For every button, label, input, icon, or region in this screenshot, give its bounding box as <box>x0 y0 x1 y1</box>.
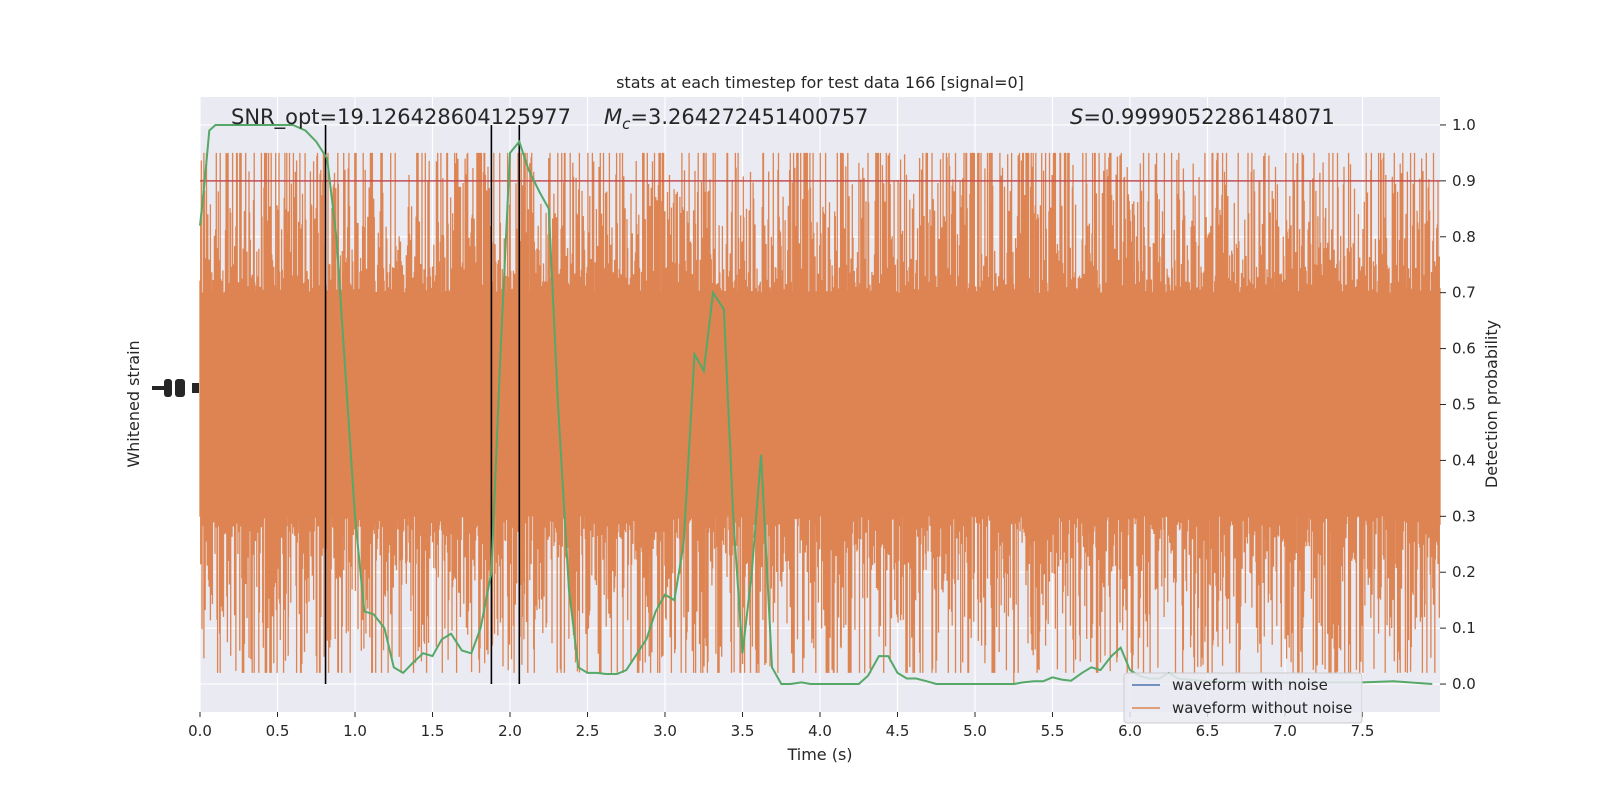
snr-annotation: SNR_opt=19.126428604125977 <box>231 105 571 130</box>
x-tick-label: 3.5 <box>731 722 755 740</box>
y-tick-label: 0.3 <box>1452 507 1476 525</box>
y-tick-label: 0.2 <box>1452 563 1476 581</box>
left-axis-tick-marks <box>152 379 199 397</box>
x-axis-label: Time (s) <box>786 745 852 764</box>
detection-probability-line <box>199 124 1433 685</box>
legend-label-with-noise: waveform with noise <box>1172 676 1328 694</box>
mc-value: =3.264272451400757 <box>630 105 868 129</box>
chart-title: stats at each timestep for test data 166… <box>616 73 1024 92</box>
x-tick-label: 0.5 <box>266 722 290 740</box>
x-tick-label: 0.0 <box>188 722 212 740</box>
x-tick-label: 7.0 <box>1273 722 1297 740</box>
x-tick-label: 5.5 <box>1041 722 1065 740</box>
mc-subscript: c <box>622 115 631 133</box>
x-tick-label: 4.0 <box>808 722 832 740</box>
x-axis-ticks: 0.0 0.5 1.0 1.5 2.0 2.5 3.0 3.5 4.0 4.5 5.0 5.5 6.0 6… <box>188 712 1374 740</box>
legend-box <box>1123 672 1363 724</box>
y-tick-label: 0.1 <box>1452 619 1476 637</box>
x-tick-label: 6.0 <box>1118 722 1142 740</box>
strain-spikes <box>199 152 1441 684</box>
y-tick-label: 0.5 <box>1452 396 1476 414</box>
right-axis-ticks: 0.0 0.1 0.2 0.3 0.4 0.5 0.6 0.7 0.8 0.9 1.0 <box>1440 116 1476 693</box>
vertical-markers <box>324 124 521 685</box>
y-tick-label: 0.6 <box>1452 340 1476 358</box>
left-axis-label: Whitened strain <box>124 340 143 467</box>
left-tick-blob <box>192 383 199 393</box>
x-tick-label: 1.0 <box>343 722 367 740</box>
y-tick-label: 0.8 <box>1452 228 1476 246</box>
s-annotation: S=0.9999052286148071 <box>1070 105 1335 129</box>
legend: waveform with noise waveform without noi… <box>1123 672 1363 724</box>
right-axis-label: Detection probability <box>1482 320 1501 488</box>
s-symbol: S <box>1070 105 1083 129</box>
y-tick-label: 0.0 <box>1452 675 1476 693</box>
x-tick-label: 5.0 <box>963 722 987 740</box>
x-tick-label: 7.5 <box>1351 722 1375 740</box>
waveform-without-noise-series <box>199 152 1441 684</box>
mc-symbol: M <box>604 105 622 129</box>
y-tick-label: 0.9 <box>1452 172 1476 190</box>
left-tick-blob <box>164 379 172 397</box>
x-tick-label: 2.5 <box>576 722 600 740</box>
x-tick-label: 4.5 <box>886 722 910 740</box>
x-tick-label: 6.5 <box>1196 722 1220 740</box>
y-tick-label: 1.0 <box>1452 116 1476 134</box>
left-tick-blob <box>175 379 185 397</box>
x-tick-label: 2.0 <box>498 722 522 740</box>
legend-label-without-noise: waveform without noise <box>1172 699 1352 717</box>
s-value: =0.9999052286148071 <box>1083 105 1334 129</box>
y-tick-label: 0.7 <box>1452 284 1476 302</box>
detection-probability-series <box>199 124 1433 685</box>
x-tick-label: 3.0 <box>653 722 677 740</box>
chirp-mass-annotation: Mc=3.264272451400757 <box>604 105 868 133</box>
left-tick-blob <box>152 386 170 390</box>
x-tick-label: 1.5 <box>421 722 445 740</box>
y-tick-label: 0.4 <box>1452 451 1476 469</box>
